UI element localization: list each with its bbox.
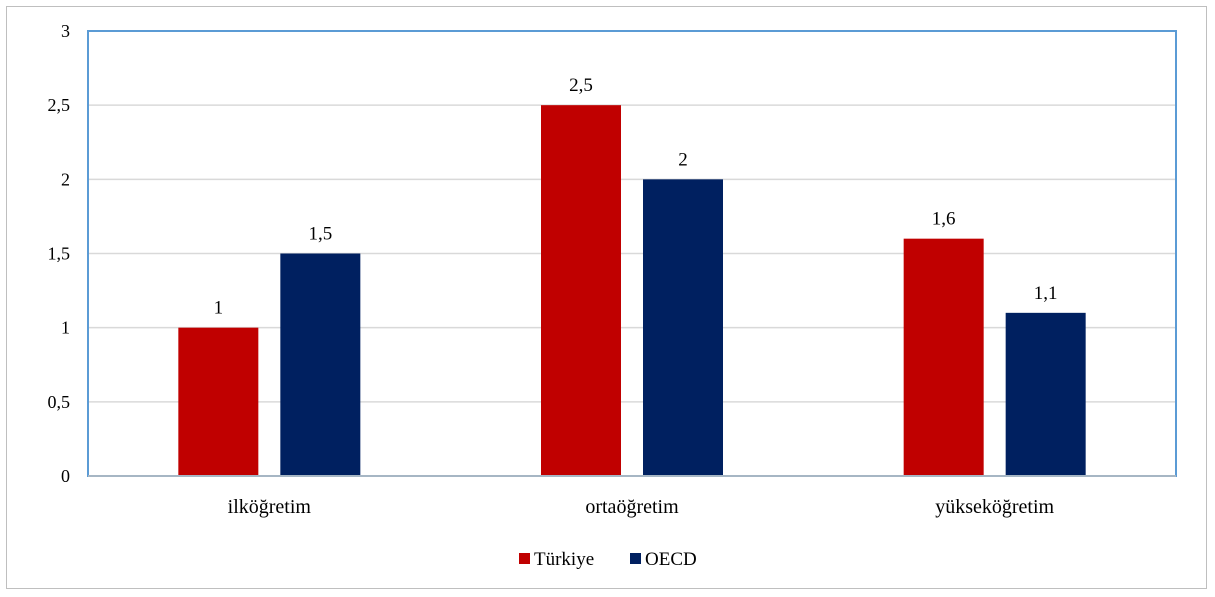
data-label: 1,1 [1034,283,1058,304]
data-label: 1,6 [932,209,956,230]
data-labels: 1 1,5 2,5 2 1,6 1,1 [214,75,1058,319]
y-tick-label: 0,5 [48,392,71,412]
y-tick-label: 1,5 [48,244,71,264]
y-tick-label: 0 [61,466,70,486]
bar-türkiye [541,105,621,477]
data-label: 2 [678,149,688,170]
legend-swatch-oecd [630,553,641,564]
data-label: 2,5 [569,75,593,96]
bar-türkiye [903,238,984,476]
bars [178,105,1086,477]
bar-oecd [643,179,723,477]
bar-oecd [280,253,361,476]
y-tick-label: 2,5 [48,95,71,115]
axes: 0 0,5 1 1,5 2 2,5 3 ilköğretim ortaöğretim yüksek… [48,21,1177,518]
x-category-label: yükseköğretim [935,496,1054,518]
bar-türkiye [178,327,259,476]
legend-label: OECD [645,549,697,570]
data-label: 1,5 [308,224,332,245]
x-category-label: ortaöğretim [585,496,679,518]
legend-swatch-türkiye [519,553,530,564]
y-tick-label: 3 [61,21,70,41]
data-label: 1 [214,298,224,319]
legend: Türkiye OECD [519,549,697,570]
y-tick-label: 2 [61,169,70,189]
grid-lines [88,104,1176,403]
legend-label: Türkiye [534,549,594,570]
y-tick-label: 1 [61,318,70,338]
x-category-label: ilköğretim [228,496,312,518]
bar-oecd [1005,312,1086,476]
